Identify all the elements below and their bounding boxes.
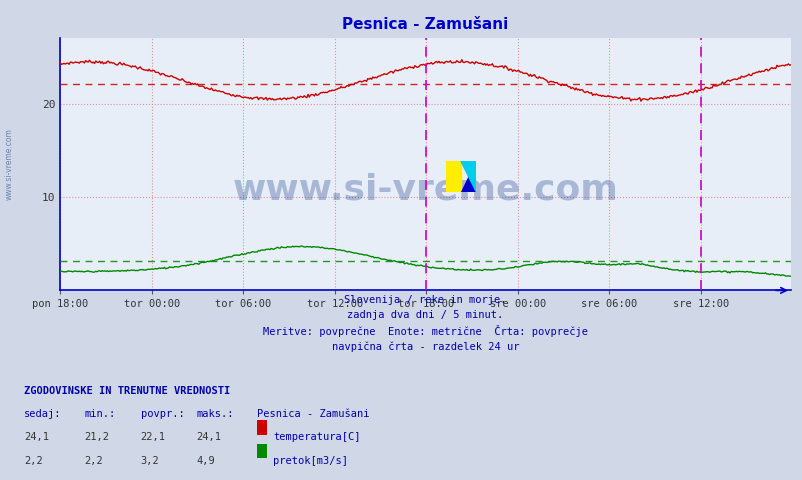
- Text: sedaj:: sedaj:: [24, 409, 62, 420]
- Text: 2,2: 2,2: [24, 456, 43, 466]
- Text: 22,1: 22,1: [140, 432, 165, 443]
- Text: maks.:: maks.:: [196, 409, 234, 420]
- Text: pretok[m3/s]: pretok[m3/s]: [273, 456, 347, 466]
- Text: www.si-vreme.com: www.si-vreme.com: [5, 129, 14, 200]
- Text: Pesnica - Zamušani: Pesnica - Zamušani: [257, 409, 369, 420]
- Text: 2,2: 2,2: [84, 456, 103, 466]
- Text: ZGODOVINSKE IN TRENUTNE VREDNOSTI: ZGODOVINSKE IN TRENUTNE VREDNOSTI: [24, 386, 230, 396]
- Text: min.:: min.:: [84, 409, 115, 420]
- Text: 4,9: 4,9: [196, 456, 215, 466]
- Polygon shape: [460, 161, 476, 192]
- Polygon shape: [460, 161, 476, 192]
- Text: 3,2: 3,2: [140, 456, 159, 466]
- Text: Slovenija / reke in morje.
zadnja dva dni / 5 minut.
Meritve: povprečne  Enote: : Slovenija / reke in morje. zadnja dva dn…: [263, 295, 587, 352]
- Text: 21,2: 21,2: [84, 432, 109, 443]
- Text: povpr.:: povpr.:: [140, 409, 184, 420]
- Polygon shape: [445, 161, 460, 192]
- Text: 24,1: 24,1: [196, 432, 221, 443]
- Text: 24,1: 24,1: [24, 432, 49, 443]
- Text: temperatura[C]: temperatura[C]: [273, 432, 360, 443]
- Text: www.si-vreme.com: www.si-vreme.com: [233, 173, 618, 206]
- Text: Pesnica - Zamušani: Pesnica - Zamušani: [342, 17, 508, 32]
